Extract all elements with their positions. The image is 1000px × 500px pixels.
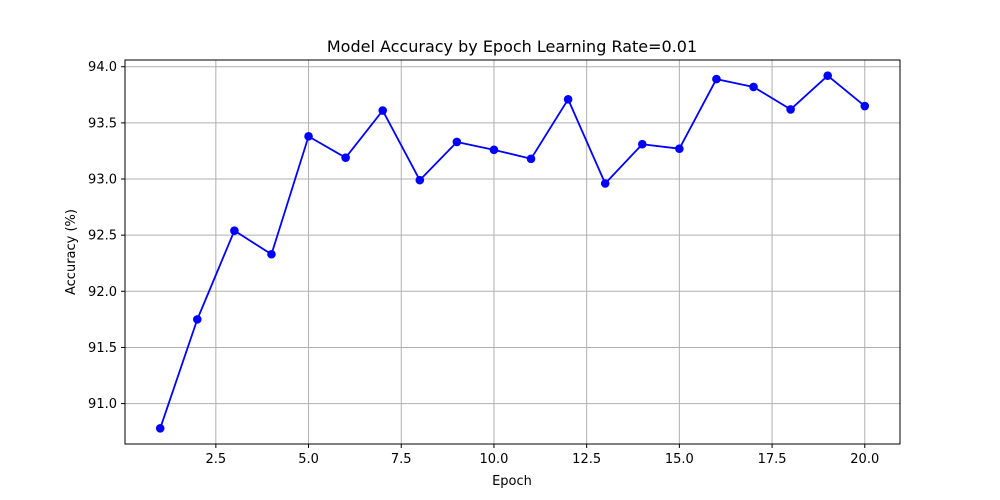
data-point — [749, 82, 758, 92]
plot-frame — [124, 59, 901, 445]
ticks: 2.5 5.0 7.5 10.0 12.5 15.0 17.5 20.0 91.0 91.5 92.… — [88, 60, 879, 467]
y-tick-label: 92.5 — [88, 229, 117, 244]
x-tick-label: 15.0 — [665, 452, 694, 467]
data-point — [415, 175, 425, 185]
data-point — [600, 179, 610, 188]
x-tick-label: 10.0 — [479, 452, 508, 467]
data-point — [378, 106, 388, 115]
data-point — [563, 94, 573, 104]
data-point — [712, 74, 721, 84]
y-tick-label: 93.5 — [88, 116, 117, 131]
data-point — [786, 105, 795, 114]
data-point — [304, 132, 313, 141]
y-tick-label: 91.5 — [88, 341, 117, 356]
data-point — [341, 153, 350, 162]
x-tick-label: 2.5 — [206, 452, 227, 467]
data-point — [267, 249, 276, 259]
x-tick-label: 5.0 — [298, 452, 319, 467]
x-tick-label: 7.5 — [391, 452, 412, 467]
data-point — [675, 144, 684, 154]
data-point — [155, 423, 165, 433]
y-tick-label: 94.0 — [88, 60, 117, 75]
chart-title: Model Accuracy by Epoch Learning Rate=0.… — [327, 37, 697, 56]
grid — [125, 60, 900, 444]
data-point — [230, 226, 239, 235]
y-axis-label: Accuracy (%) — [64, 209, 79, 295]
data-point — [823, 71, 832, 81]
x-tick-label: 17.5 — [758, 452, 787, 467]
x-axis-label: Epoch — [492, 474, 532, 489]
series-layer — [155, 71, 870, 433]
y-tick-label: 91.0 — [88, 397, 117, 412]
data-point — [452, 137, 462, 147]
series-line — [159, 74, 866, 429]
y-tick-label: 93.0 — [88, 173, 117, 188]
x-tick-label: 20.0 — [850, 452, 879, 467]
y-tick-label: 92.0 — [88, 285, 117, 300]
x-tick-label: 12.5 — [572, 452, 601, 467]
data-point — [526, 154, 536, 164]
data-point — [193, 315, 202, 324]
data-point — [860, 101, 870, 111]
data-point — [637, 139, 647, 149]
data-point — [489, 145, 499, 155]
